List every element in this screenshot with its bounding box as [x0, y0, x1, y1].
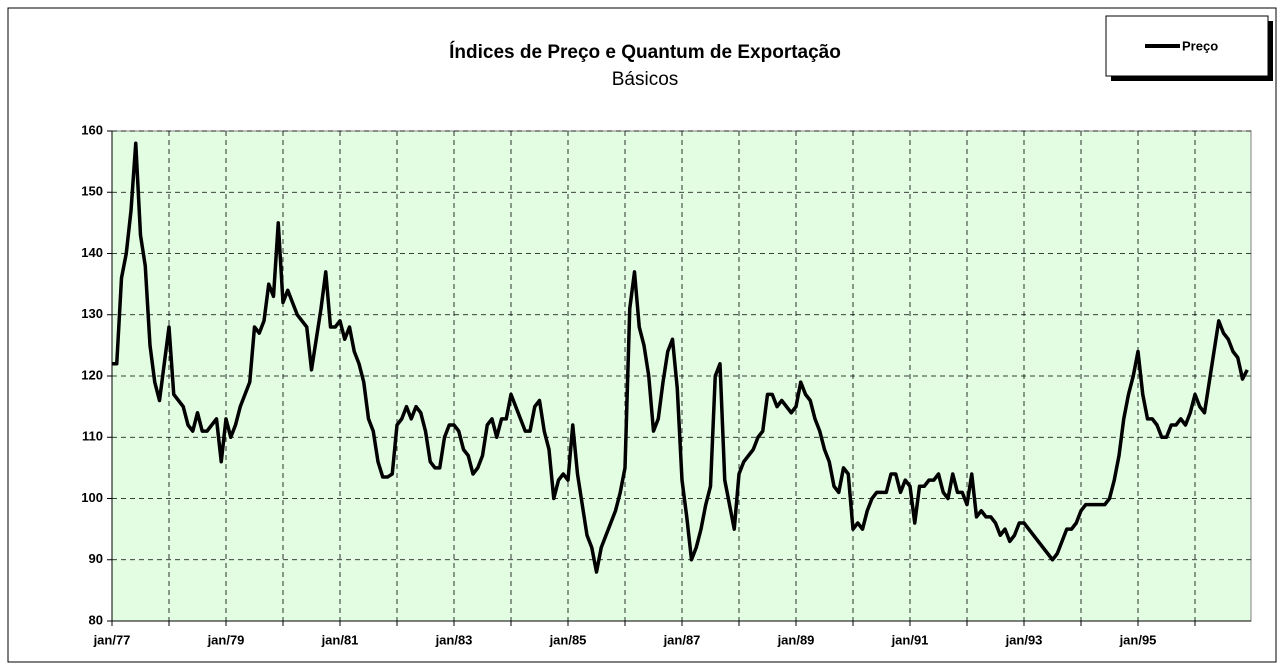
- x-tick-label: jan/87: [663, 632, 701, 647]
- x-tick-label: jan/89: [777, 632, 815, 647]
- y-tick-label: 110: [82, 429, 103, 444]
- x-tick-label: jan/79: [207, 632, 245, 647]
- x-tick-label: jan/77: [93, 632, 131, 647]
- legend: [1105, 15, 1269, 77]
- x-tick-label: jan/81: [321, 632, 359, 647]
- y-tick-label: 120: [81, 367, 103, 382]
- x-tick-label: jan/95: [1119, 632, 1157, 647]
- y-tick-label: 100: [81, 490, 103, 505]
- x-tick-label: jan/85: [549, 632, 587, 647]
- price-line: [112, 141, 1249, 574]
- chart-title: Índices de Preço e Quantum de Exportação: [449, 41, 841, 63]
- y-tick-label: 90: [89, 551, 103, 566]
- x-tick-label: jan/83: [435, 632, 473, 647]
- y-tick-label: 160: [81, 122, 103, 137]
- y-tick-label: 150: [81, 184, 103, 199]
- legend-label: Preço: [1182, 38, 1218, 53]
- chart-subtitle: Básicos: [612, 69, 679, 90]
- y-tick-label: 140: [81, 245, 103, 260]
- y-tick-label: 130: [81, 306, 103, 321]
- y-tick-label: 80: [89, 612, 103, 627]
- x-tick-label: jan/91: [891, 632, 929, 647]
- x-tick-label: jan/93: [1005, 632, 1043, 647]
